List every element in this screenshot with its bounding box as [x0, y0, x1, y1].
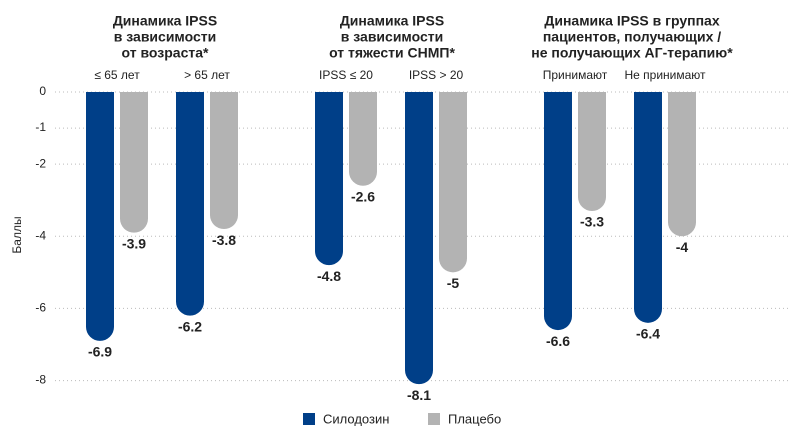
y-tick-label: -2 [35, 156, 46, 170]
group-title: в зависимости [341, 29, 443, 45]
y-tick-label: 0 [39, 84, 46, 98]
value-label: -8.1 [407, 387, 431, 403]
group-title: Динамика IPSS [340, 13, 444, 29]
y-tick-label: -6 [35, 301, 46, 315]
bar [120, 92, 149, 233]
legend-label: Плацебо [448, 411, 501, 426]
value-label: -3.9 [122, 235, 146, 251]
value-label: -6.4 [636, 326, 660, 342]
value-label: -5 [447, 275, 460, 291]
group-title: от тяжести СНМП* [329, 45, 455, 61]
bar [668, 92, 696, 237]
bar [86, 92, 115, 341]
bar [349, 92, 377, 186]
group-title: от возраста* [122, 45, 209, 61]
value-label: -6.9 [88, 344, 112, 360]
bar [578, 92, 606, 212]
group-title: в зависимости [114, 29, 216, 45]
bar [176, 92, 204, 316]
value-label: -3.3 [580, 214, 604, 230]
y-tick-label: -8 [35, 373, 46, 387]
value-label: -3.8 [212, 232, 236, 248]
legend-label: Силодозин [323, 411, 389, 426]
bar [634, 92, 662, 323]
bar [405, 92, 433, 385]
group-title: Динамика IPSS в группах [544, 13, 719, 29]
group-title: не получающих АГ-терапию* [531, 45, 733, 61]
y-tick-label: -4 [35, 228, 46, 242]
value-label: -6.2 [178, 318, 202, 334]
category-label: Не принимают [624, 68, 706, 82]
bar [544, 92, 572, 331]
y-axis-label: Баллы [10, 216, 24, 253]
legend-swatch [303, 413, 315, 425]
category-label: IPSS ≤ 20 [319, 68, 373, 82]
value-label: -6.6 [546, 333, 570, 349]
category-label: > 65 лет [184, 68, 230, 82]
category-label: ≤ 65 лет [94, 68, 140, 82]
group-title: пациентов, получающих / [543, 29, 721, 45]
bar [315, 92, 343, 266]
value-label: -4.8 [317, 268, 341, 284]
bar [210, 92, 238, 230]
category-label: Принимают [543, 68, 608, 82]
legend-swatch [428, 413, 440, 425]
category-label: IPSS > 20 [409, 68, 464, 82]
bar [439, 92, 467, 273]
value-label: -4 [676, 239, 689, 255]
group-title: Динамика IPSS [113, 13, 217, 29]
y-tick-label: -1 [35, 120, 46, 134]
value-label: -2.6 [351, 188, 375, 204]
